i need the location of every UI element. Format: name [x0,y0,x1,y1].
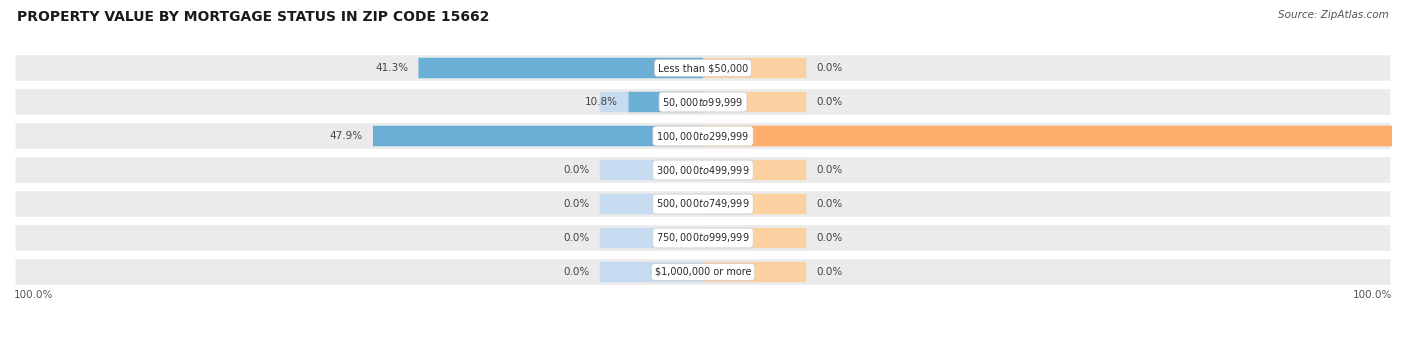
Text: 0.0%: 0.0% [817,267,844,277]
Text: 0.0%: 0.0% [817,233,844,243]
Text: 47.9%: 47.9% [329,131,363,141]
Text: $300,000 to $499,999: $300,000 to $499,999 [657,164,749,176]
FancyBboxPatch shape [703,126,1392,146]
Text: $750,000 to $999,999: $750,000 to $999,999 [657,232,749,244]
Text: 100.0%: 100.0% [1353,290,1392,300]
FancyBboxPatch shape [703,262,807,282]
Text: 0.0%: 0.0% [562,199,589,209]
FancyBboxPatch shape [14,224,1392,252]
FancyBboxPatch shape [599,262,703,282]
Text: 0.0%: 0.0% [562,267,589,277]
Text: 0.0%: 0.0% [817,97,844,107]
Text: 0.0%: 0.0% [562,165,589,175]
Text: $500,000 to $749,999: $500,000 to $749,999 [657,198,749,210]
Text: 100.0%: 100.0% [14,290,53,300]
FancyBboxPatch shape [419,58,703,78]
FancyBboxPatch shape [703,194,807,214]
Text: 100.0%: 100.0% [1399,131,1406,141]
Text: Source: ZipAtlas.com: Source: ZipAtlas.com [1278,10,1389,20]
FancyBboxPatch shape [14,190,1392,218]
Text: $50,000 to $99,999: $50,000 to $99,999 [662,96,744,108]
FancyBboxPatch shape [628,92,703,112]
FancyBboxPatch shape [703,228,807,248]
FancyBboxPatch shape [703,126,1392,146]
FancyBboxPatch shape [703,160,807,180]
FancyBboxPatch shape [14,88,1392,116]
FancyBboxPatch shape [599,228,703,248]
FancyBboxPatch shape [14,54,1392,82]
Text: $1,000,000 or more: $1,000,000 or more [655,267,751,277]
Text: 0.0%: 0.0% [817,63,844,73]
FancyBboxPatch shape [703,92,807,112]
FancyBboxPatch shape [599,92,703,112]
Text: 0.0%: 0.0% [562,233,589,243]
FancyBboxPatch shape [373,126,703,146]
Text: 0.0%: 0.0% [817,199,844,209]
FancyBboxPatch shape [14,122,1392,150]
Text: 0.0%: 0.0% [817,165,844,175]
FancyBboxPatch shape [599,194,703,214]
Text: PROPERTY VALUE BY MORTGAGE STATUS IN ZIP CODE 15662: PROPERTY VALUE BY MORTGAGE STATUS IN ZIP… [17,10,489,24]
FancyBboxPatch shape [14,156,1392,184]
Text: 10.8%: 10.8% [585,97,619,107]
FancyBboxPatch shape [14,258,1392,286]
Text: $100,000 to $299,999: $100,000 to $299,999 [657,130,749,142]
FancyBboxPatch shape [599,160,703,180]
FancyBboxPatch shape [703,58,807,78]
FancyBboxPatch shape [419,58,703,78]
Text: Less than $50,000: Less than $50,000 [658,63,748,73]
FancyBboxPatch shape [373,126,703,146]
Text: 41.3%: 41.3% [375,63,408,73]
